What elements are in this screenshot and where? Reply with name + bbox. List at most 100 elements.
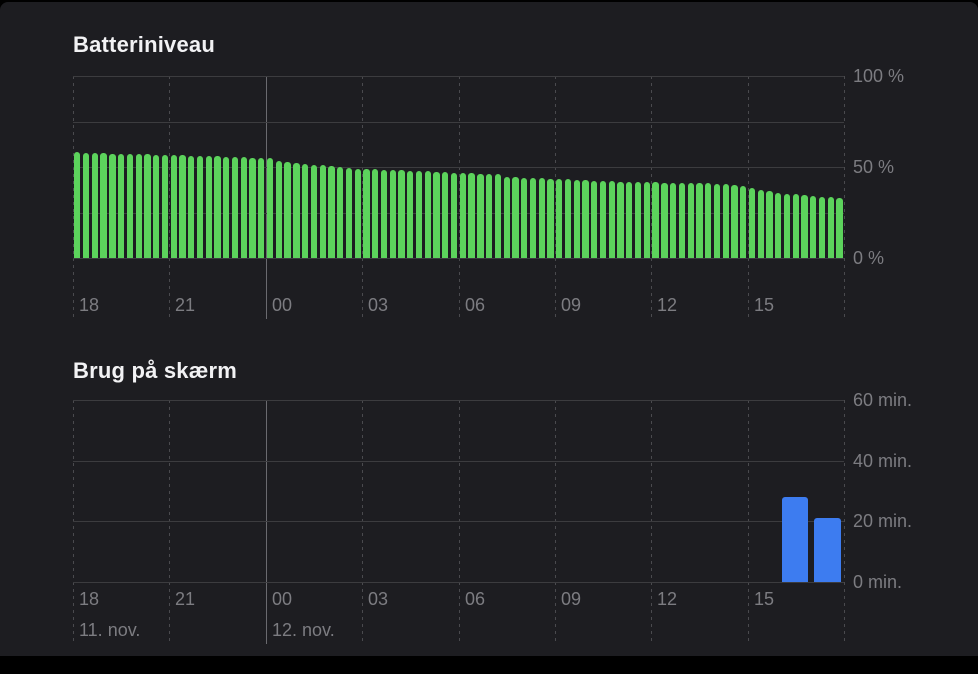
battery-bar[interactable]	[547, 178, 554, 258]
battery-bar[interactable]	[634, 181, 642, 258]
battery-bar[interactable]	[775, 192, 782, 258]
battery-bar[interactable]	[783, 193, 791, 258]
battery-bar[interactable]	[310, 164, 318, 258]
battery-bar[interactable]	[792, 194, 799, 258]
battery-bar[interactable]	[564, 179, 572, 258]
battery-bar[interactable]	[731, 185, 738, 258]
battery-bar[interactable]	[836, 197, 843, 258]
battery-bar[interactable]	[652, 182, 659, 258]
battery-bar[interactable]	[573, 179, 580, 258]
battery-bar[interactable]	[372, 169, 379, 258]
battery-bar[interactable]	[293, 163, 300, 258]
battery-bar[interactable]	[669, 182, 677, 258]
battery-bar[interactable]	[827, 197, 834, 258]
battery-bar[interactable]	[626, 181, 633, 258]
battery-bar[interactable]	[705, 183, 712, 258]
battery-bar[interactable]	[363, 168, 370, 258]
screen-usage-bar[interactable]	[781, 497, 809, 582]
battery-bar[interactable]	[713, 183, 721, 258]
battery-bar[interactable]	[345, 167, 353, 258]
y-axis-label: 0 min.	[853, 572, 903, 592]
battery-bar[interactable]	[231, 157, 239, 258]
battery-bar[interactable]	[503, 176, 510, 258]
screen-usage-bar[interactable]	[813, 518, 841, 582]
battery-bar[interactable]	[757, 189, 764, 258]
battery-level-chart: 100 % 50 % 0 % 18 21 00 03 06 09 12 15	[73, 67, 904, 319]
battery-bar[interactable]	[450, 172, 458, 258]
battery-bar[interactable]	[144, 154, 151, 258]
battery-bar[interactable]	[617, 181, 624, 258]
battery-bar[interactable]	[810, 195, 817, 258]
battery-bar[interactable]	[188, 155, 195, 258]
battery-bar[interactable]	[801, 195, 808, 258]
battery-bar[interactable]	[608, 181, 615, 258]
battery-bar[interactable]	[170, 155, 177, 258]
vertical-gridline	[555, 76, 556, 319]
battery-bar[interactable]	[740, 186, 747, 258]
battery-bar[interactable]	[468, 173, 475, 258]
battery-bar[interactable]	[319, 165, 326, 258]
x-axis-label: 00	[272, 295, 293, 315]
battery-bar[interactable]	[407, 170, 414, 258]
battery-bar[interactable]	[196, 156, 204, 258]
battery-bar[interactable]	[766, 191, 773, 258]
battery-bar[interactable]	[415, 171, 423, 258]
battery-bar[interactable]	[161, 155, 169, 258]
battery-bar[interactable]	[328, 165, 335, 258]
battery-bar[interactable]	[512, 177, 519, 258]
battery-bar[interactable]	[223, 156, 230, 258]
battery-bar[interactable]	[284, 161, 291, 258]
battery-bar[interactable]	[748, 187, 756, 258]
battery-bar[interactable]	[818, 196, 826, 258]
battery-bar[interactable]	[599, 180, 607, 258]
battery-bar[interactable]	[424, 171, 431, 258]
battery-bar[interactable]	[100, 153, 107, 258]
battery-bar[interactable]	[661, 182, 668, 258]
battery-bar[interactable]	[643, 182, 650, 258]
battery-bar[interactable]	[118, 153, 125, 258]
battery-bar[interactable]	[696, 183, 703, 258]
battery-bar[interactable]	[398, 170, 405, 258]
battery-bar[interactable]	[433, 171, 440, 258]
battery-bar[interactable]	[126, 153, 134, 258]
battery-bar[interactable]	[477, 173, 484, 258]
vertical-gridline	[362, 76, 363, 319]
vertical-gridline	[73, 400, 74, 644]
battery-bar[interactable]	[214, 156, 221, 258]
x-axis-label: 15	[754, 295, 775, 315]
battery-bar[interactable]	[538, 178, 545, 258]
battery-bar[interactable]	[722, 184, 729, 258]
battery-bar[interactable]	[205, 156, 212, 258]
battery-bar[interactable]	[179, 155, 186, 258]
battery-bar[interactable]	[354, 168, 361, 258]
battery-bar[interactable]	[275, 160, 282, 258]
battery-bar[interactable]	[442, 172, 449, 258]
battery-bar[interactable]	[266, 158, 274, 258]
battery-bar[interactable]	[389, 169, 396, 258]
battery-bar[interactable]	[109, 153, 116, 258]
battery-bar[interactable]	[521, 177, 528, 258]
battery-bar[interactable]	[678, 183, 686, 258]
battery-bar[interactable]	[494, 174, 502, 258]
battery-bar[interactable]	[240, 157, 247, 258]
battery-bar[interactable]	[380, 169, 388, 258]
battery-bar[interactable]	[529, 177, 537, 258]
battery-bar[interactable]	[91, 153, 99, 258]
battery-bar[interactable]	[249, 157, 256, 258]
battery-bar[interactable]	[302, 163, 309, 258]
battery-bar[interactable]	[135, 154, 142, 258]
battery-bar[interactable]	[556, 179, 563, 258]
battery-bar[interactable]	[258, 157, 265, 258]
battery-bar[interactable]	[153, 154, 160, 258]
battery-bar[interactable]	[687, 183, 694, 258]
battery-bar[interactable]	[485, 173, 493, 258]
battery-bar[interactable]	[74, 151, 81, 258]
screen-usage-chart: 60 min. 40 min. 20 min. 0 min. 18 21 00 03 06 09 1…	[73, 391, 912, 644]
x-axis-label: 06	[465, 589, 486, 609]
battery-bar[interactable]	[582, 180, 589, 258]
battery-bar[interactable]	[459, 172, 466, 258]
battery-bar[interactable]	[591, 180, 598, 258]
battery-bar[interactable]	[337, 166, 344, 258]
vertical-gridline	[651, 76, 652, 319]
battery-bar[interactable]	[82, 152, 90, 258]
